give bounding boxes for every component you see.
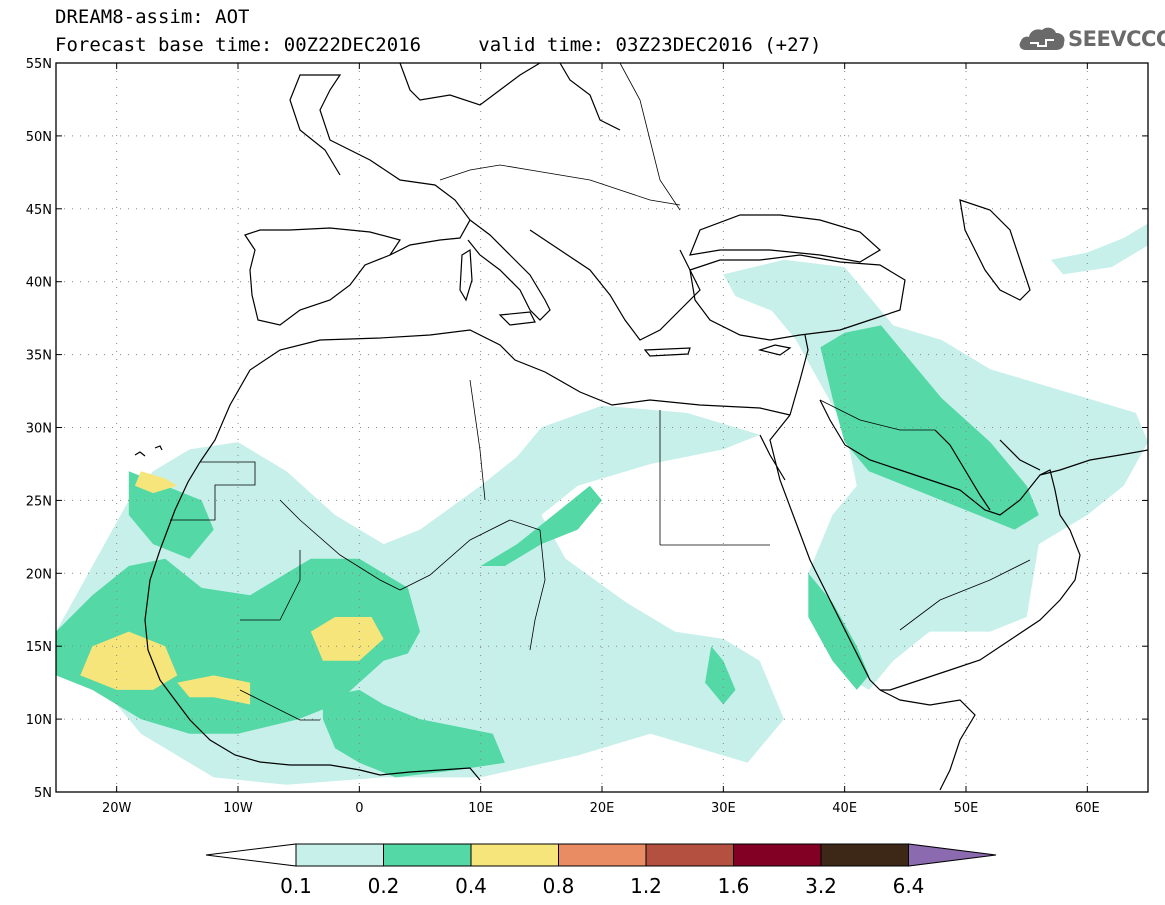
coastline-black-sea bbox=[689, 214, 882, 263]
coastline-levant-red-sea bbox=[759, 334, 881, 691]
colorbar-label: 0.8 bbox=[543, 874, 575, 898]
border-mauritania bbox=[170, 461, 256, 521]
lon-label: 20W bbox=[102, 801, 132, 816]
lon-label: 20E bbox=[590, 801, 615, 816]
border-sudan-chad bbox=[529, 529, 546, 651]
forecast-time-line: Forecast base time: 00Z22DEC2016 valid t… bbox=[55, 34, 821, 56]
coastline-cyprus bbox=[757, 344, 792, 356]
colorbar-extend-high bbox=[908, 843, 997, 867]
colorbar-label: 0.4 bbox=[455, 874, 487, 898]
colorbar-label: 1.2 bbox=[630, 874, 662, 898]
coastline-iberia bbox=[244, 227, 401, 326]
coastlines bbox=[134, 63, 1148, 791]
lat-label: 25N bbox=[26, 494, 52, 509]
colorbar: 0.1 0.2 0.4 0.8 1.2 1.6 3.2 6.4 bbox=[205, 843, 997, 898]
aot-region-sudan-medium bbox=[705, 646, 736, 705]
lat-label: 35N bbox=[26, 349, 52, 364]
coastline-persian-gulf bbox=[934, 429, 1041, 511]
colorbar-label: 1.6 bbox=[718, 874, 750, 898]
border-niger-libya bbox=[399, 519, 541, 591]
colorbar-label: 0.1 bbox=[280, 874, 312, 898]
lat-label: 5N bbox=[34, 786, 52, 801]
border-algeria-libya bbox=[469, 379, 486, 501]
aot-region-nigeria-medium bbox=[322, 689, 505, 778]
map-axes: 5N 10N 15N 20N 25N 30N 35N 40N 45N 50N 55N 20W 10W 0 1… bbox=[26, 57, 1148, 816]
coastline-north-africa bbox=[199, 329, 791, 463]
lat-label: 55N bbox=[26, 57, 52, 72]
border-mali-algeria bbox=[279, 499, 401, 591]
border-saudi-iraq bbox=[819, 399, 935, 431]
coastline-sardinia-corsica bbox=[459, 248, 473, 302]
lon-label: 40E bbox=[832, 801, 857, 816]
coastline-france-uk bbox=[289, 74, 471, 256]
country-borders bbox=[170, 63, 1031, 721]
lon-label: 50E bbox=[954, 801, 979, 816]
aot-region-morocco-medium bbox=[128, 471, 214, 559]
cloud-icon bbox=[1019, 27, 1065, 50]
lat-label: 45N bbox=[26, 203, 52, 218]
aot-region-chad-medium bbox=[480, 485, 602, 566]
colorbar-extend-low bbox=[205, 843, 297, 867]
lat-label: 20N bbox=[26, 567, 52, 582]
colorbar-box bbox=[295, 843, 384, 867]
coastline-canaries bbox=[134, 445, 163, 457]
aot-region-guinea-high bbox=[177, 675, 251, 705]
seevccc-logo: SEEVCCC bbox=[1018, 22, 1165, 56]
aot-region-mesopotamia-medium bbox=[820, 325, 1039, 530]
coastline-iran bbox=[1039, 449, 1148, 476]
coastline-crete bbox=[643, 347, 691, 357]
lon-label: 10E bbox=[468, 801, 493, 816]
border-central-europe bbox=[439, 164, 681, 206]
lon-label: 10W bbox=[223, 801, 253, 816]
border-eastern-europe bbox=[619, 63, 681, 211]
colorbar-label: 3.2 bbox=[805, 874, 837, 898]
colorbar-box bbox=[645, 843, 734, 867]
lon-label: 0 bbox=[355, 801, 363, 816]
aot-region-caspian-light bbox=[1050, 223, 1148, 275]
map-title: DREAM8-assim: AOT bbox=[55, 6, 250, 28]
coastline-caspian bbox=[959, 199, 1031, 301]
border-west-africa bbox=[239, 550, 320, 721]
aot-region-red-sea-medium bbox=[808, 573, 869, 690]
coastline-scandinavia-baltic bbox=[399, 63, 621, 131]
border-saudi-yemen bbox=[899, 559, 1031, 631]
colorbar-label: 0.2 bbox=[368, 874, 400, 898]
base-time-label: Forecast base time: 00Z22DEC2016 bbox=[55, 34, 422, 56]
lon-label: 60E bbox=[1075, 801, 1100, 816]
coastline-gulf-of-guinea bbox=[409, 767, 481, 781]
colorbar-box bbox=[470, 843, 559, 867]
coastline-sicily bbox=[498, 311, 536, 326]
lon-label: 30E bbox=[711, 801, 736, 816]
lat-label: 10N bbox=[26, 713, 52, 728]
coastline-turkey bbox=[689, 254, 906, 341]
colorbar-box bbox=[733, 843, 822, 867]
aot-region-canary-high bbox=[134, 471, 178, 494]
lat-label: 30N bbox=[26, 422, 52, 437]
valid-time-label: valid time: 03Z23DEC2016 (+27) bbox=[478, 34, 822, 56]
colorbar-label: 6.4 bbox=[893, 874, 925, 898]
coastline-horn-of-africa bbox=[879, 689, 976, 791]
lat-label: 40N bbox=[26, 276, 52, 291]
coastline-arabia bbox=[819, 399, 1081, 691]
lat-label: 15N bbox=[26, 640, 52, 655]
colorbar-box bbox=[820, 843, 909, 867]
colorbar-box bbox=[383, 843, 472, 867]
aot-region-mali-high bbox=[310, 617, 384, 661]
coastline-italy bbox=[467, 219, 551, 321]
coastline-balkans-greece bbox=[529, 229, 701, 341]
coastline-west-africa bbox=[144, 461, 411, 776]
lat-label: 50N bbox=[26, 130, 52, 145]
logo-text: SEEVCCC bbox=[1068, 27, 1165, 51]
colorbar-box bbox=[558, 843, 647, 867]
